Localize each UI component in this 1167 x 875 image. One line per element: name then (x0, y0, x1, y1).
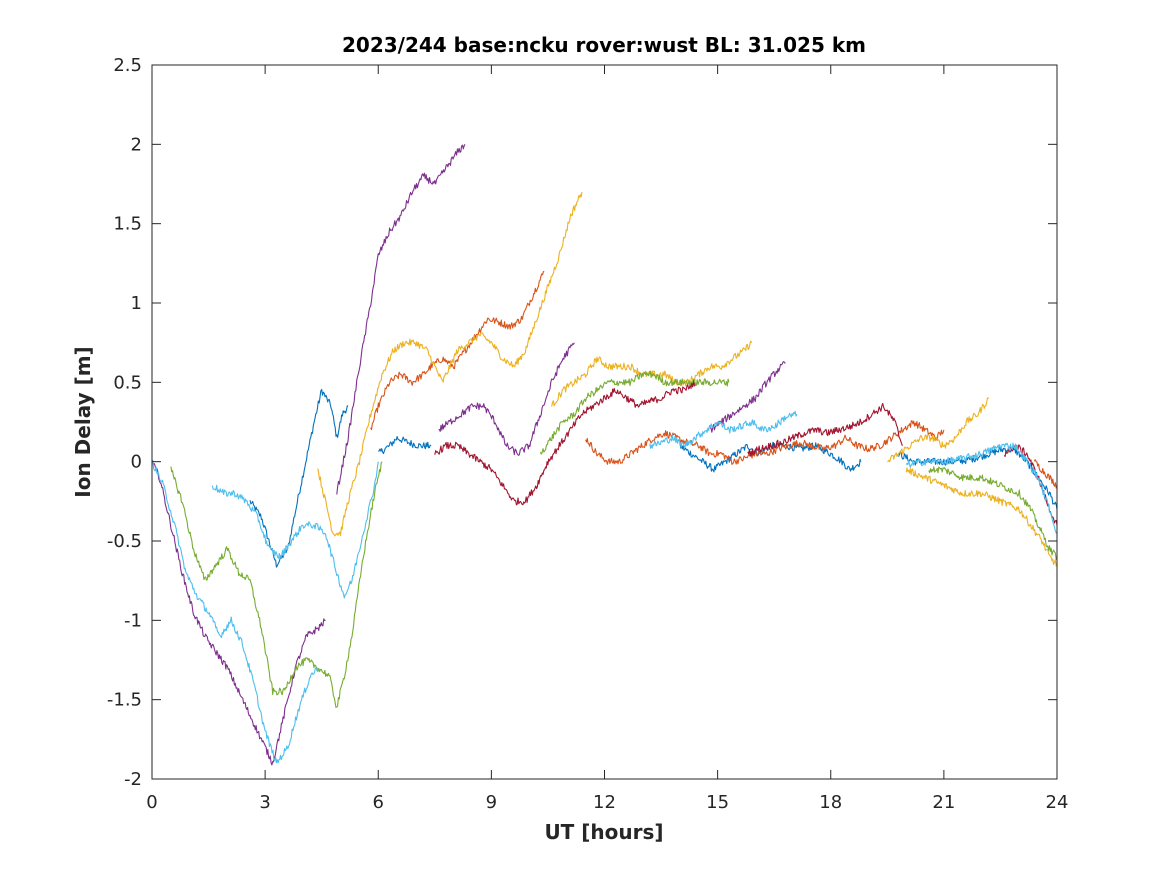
y-tick-label: -1 (124, 610, 142, 631)
series-line-21 (928, 466, 1058, 561)
x-tick-label: 15 (706, 792, 729, 813)
y-tick-label: 0 (131, 452, 142, 473)
series-line-15 (710, 361, 786, 433)
series-line-17 (747, 402, 903, 457)
y-tick-label: 2 (131, 134, 142, 155)
series-line-9 (551, 340, 753, 407)
x-tick-label: 3 (259, 792, 270, 813)
series-line-6 (585, 420, 945, 465)
x-axis-label: UT [hours] (544, 820, 663, 844)
plot-background (152, 65, 1057, 779)
y-axis-label: Ion Delay [m] (71, 346, 95, 497)
series-layer (151, 144, 1058, 766)
series-line-19 (170, 461, 383, 708)
series-line-13 (336, 144, 466, 495)
x-tick-label: 21 (932, 792, 955, 813)
series-line-22 (151, 459, 319, 764)
y-tick-label: -2 (124, 769, 142, 790)
x-tick-label: 9 (486, 792, 497, 813)
series-line-11 (905, 467, 1058, 567)
x-tick-label: 0 (146, 792, 157, 813)
series-line-20 (539, 370, 730, 455)
ticks-layer: 0 3 6 9 12 15 18 21 24 -2 -1.5 -1 -0.5 0 0.5 1 1.5 2 2.5 (107, 55, 1069, 813)
y-tick-label: 1 (131, 293, 142, 314)
series-line-10 (887, 397, 990, 463)
series-line-16 (434, 379, 696, 506)
series-line-1 (249, 388, 349, 568)
series-line-7 (1033, 459, 1058, 489)
chart-title: 2023/244 base:ncku rover:wust BL: 31.025… (342, 33, 866, 57)
y-tick-label: 0.5 (113, 372, 142, 393)
x-tick-label: 6 (373, 792, 384, 813)
y-tick-label: 1.5 (113, 214, 142, 235)
y-tick-label: -1.5 (107, 690, 142, 711)
y-tick-label: -0.5 (107, 531, 142, 552)
series-line-25 (905, 442, 1058, 534)
x-tick-label: 18 (819, 792, 842, 813)
x-tick-label: 12 (593, 792, 616, 813)
series-line-12 (151, 461, 326, 766)
series-line-24 (649, 410, 798, 449)
series-line-2 (378, 435, 432, 455)
series-line-18 (1003, 444, 1058, 526)
series-line-14 (438, 342, 575, 456)
series-line-8 (317, 191, 583, 537)
x-tick-label: 24 (1046, 792, 1069, 813)
y-tick-label: 2.5 (113, 55, 142, 76)
series-line-5 (370, 270, 545, 431)
series-line-23 (211, 461, 379, 599)
